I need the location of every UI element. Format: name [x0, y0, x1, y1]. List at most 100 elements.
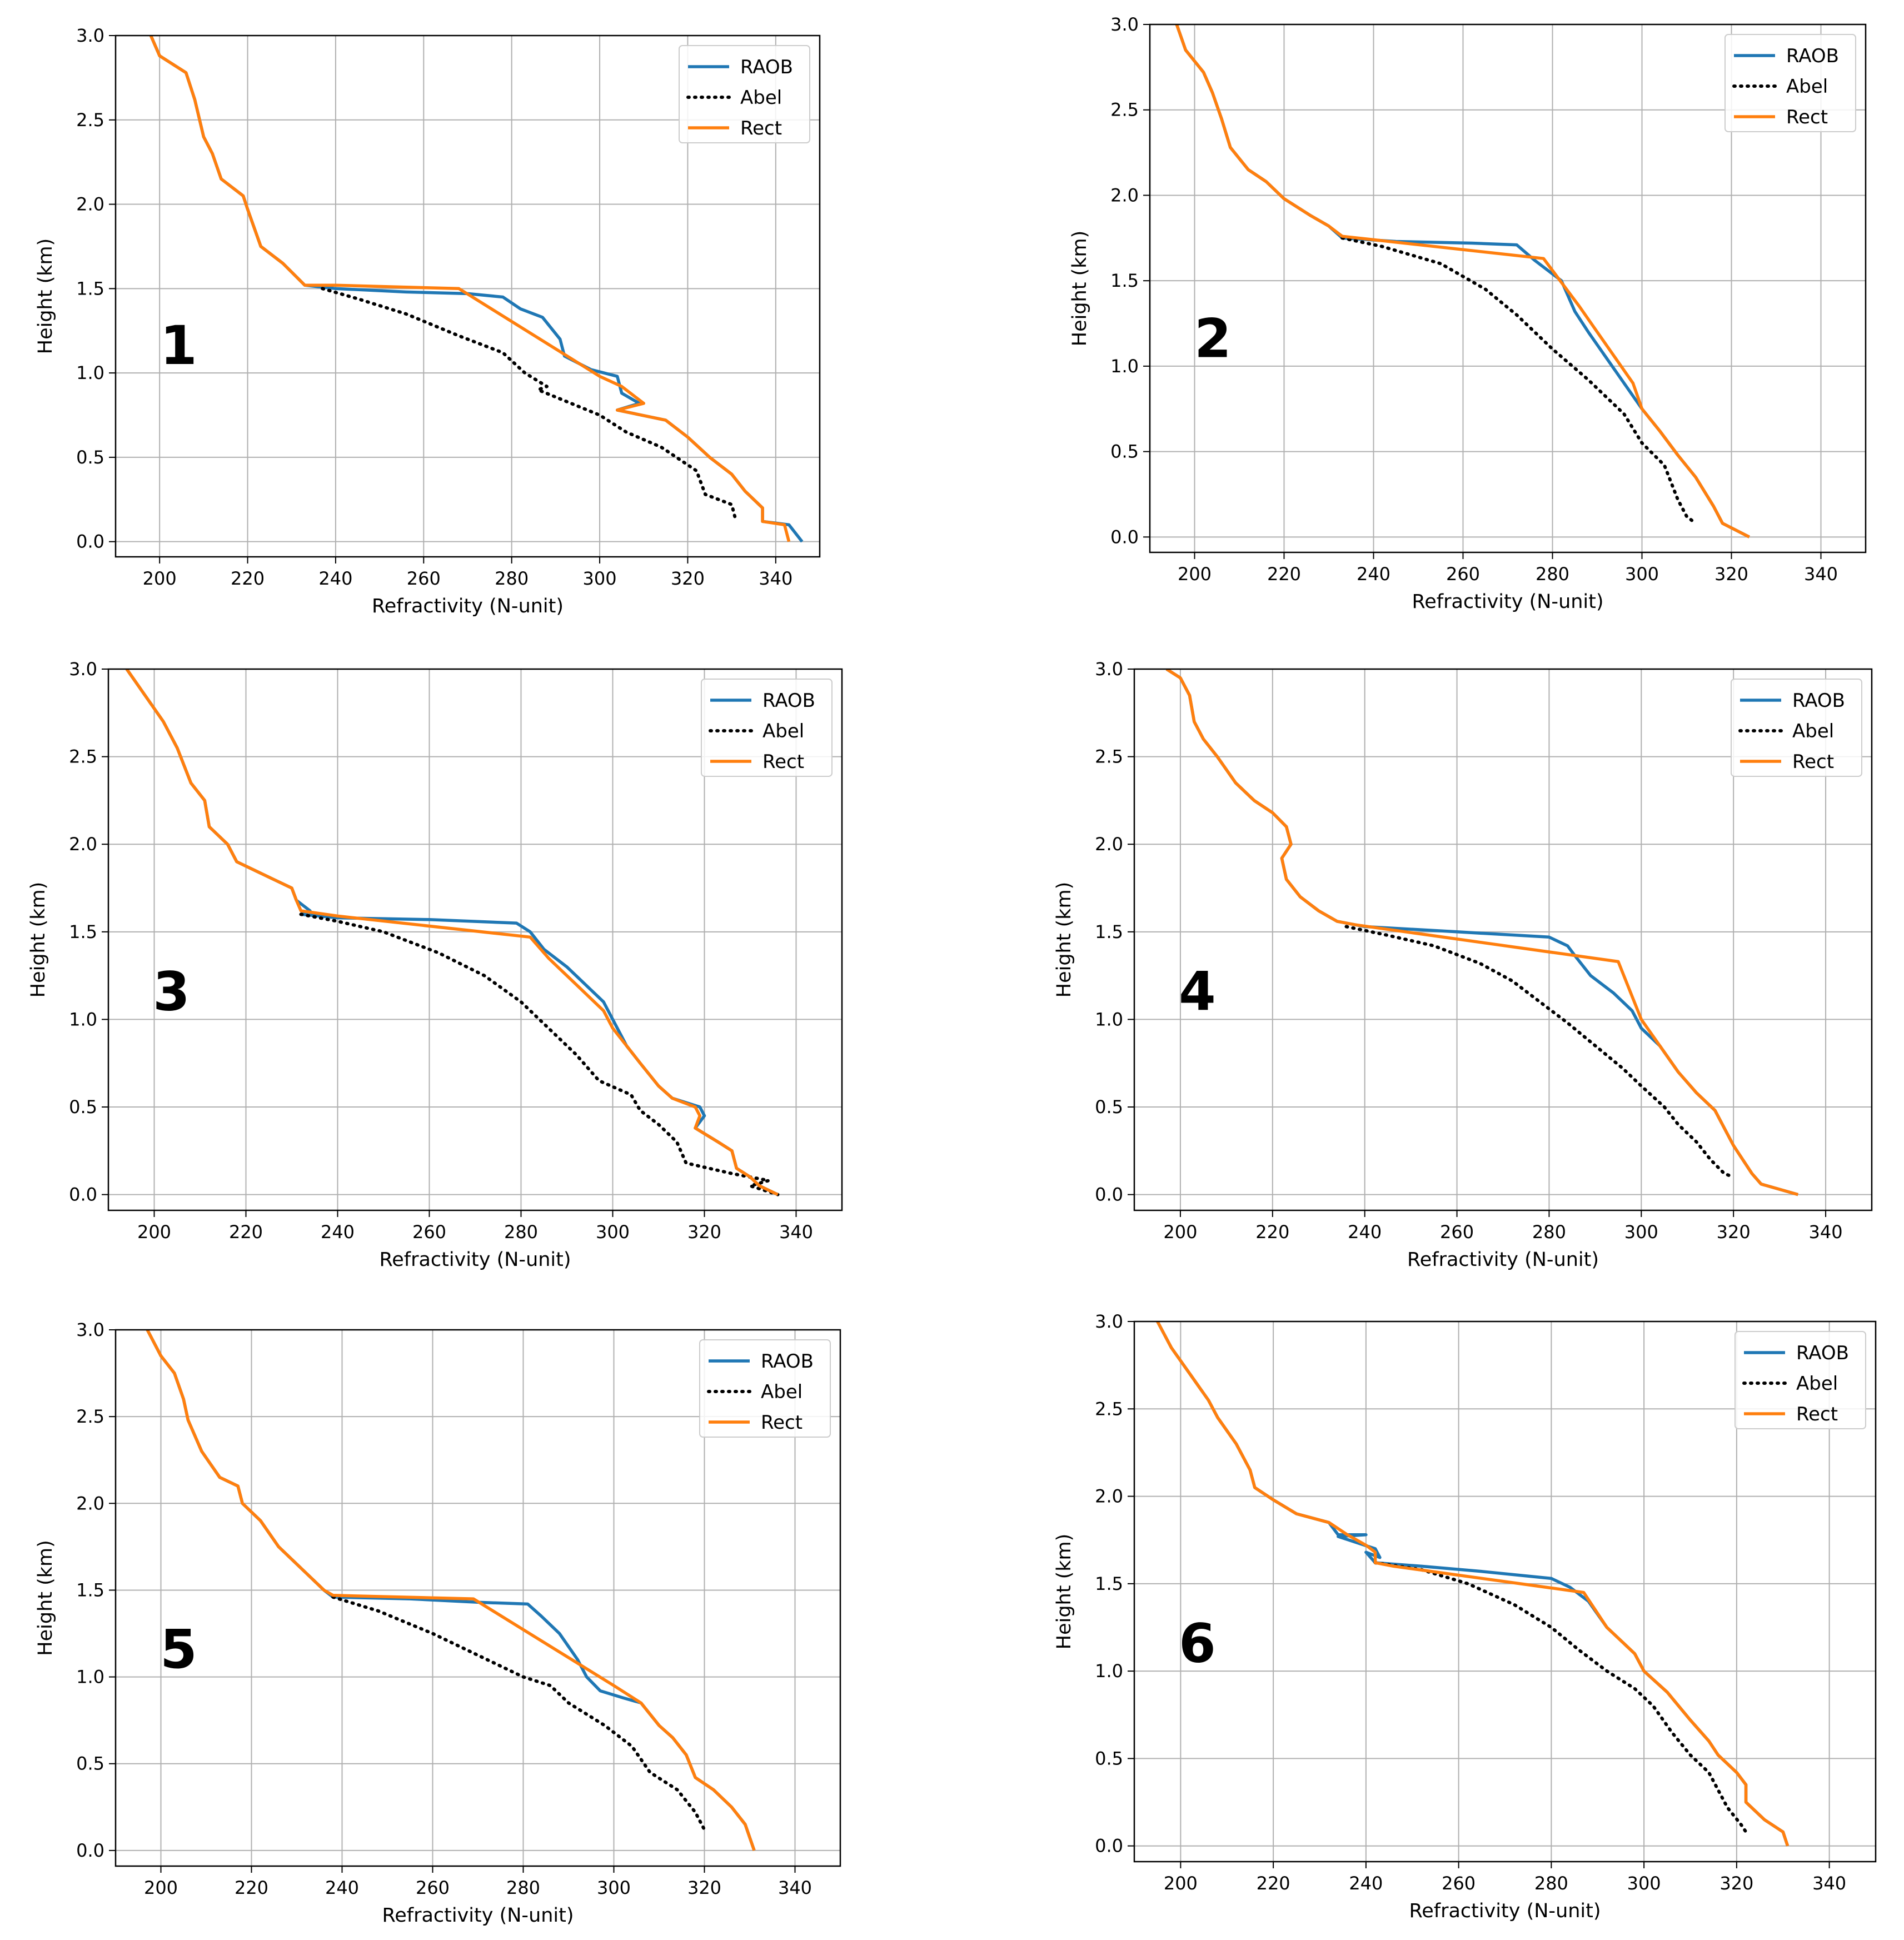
series-line-rect	[1165, 669, 1799, 1196]
y-tick-label: 2.5	[69, 746, 97, 767]
y-tick-label: 1.5	[76, 1579, 104, 1600]
x-tick-label: 320	[687, 1877, 721, 1898]
x-tick-label: 300	[596, 1221, 630, 1243]
legend-box	[1724, 34, 1856, 132]
x-tick-label: 300	[1627, 1873, 1661, 1894]
x-tick-label: 260	[407, 568, 441, 589]
x-tick-label: 240	[1349, 1873, 1383, 1894]
legend-label-rect: Rect	[1786, 106, 1828, 128]
x-tick-label: 240	[1348, 1221, 1382, 1243]
x-tick-label: 220	[229, 1221, 263, 1243]
x-tick-label: 300	[597, 1877, 631, 1898]
legend-label-abel: Abel	[762, 720, 804, 742]
x-axis-label: Refractivity (N-unit)	[379, 1249, 571, 1271]
legend-label-abel: Abel	[761, 1381, 803, 1403]
x-tick-label: 280	[504, 1221, 538, 1243]
y-tick-label: 0.0	[1095, 1836, 1123, 1857]
y-tick-label: 0.0	[69, 1184, 97, 1205]
y-tick-label: 0.5	[1095, 1748, 1123, 1769]
legend-label-raob: RAOB	[1786, 45, 1839, 67]
panel-number: 4	[1179, 961, 1216, 1023]
legend-box	[699, 1339, 831, 1438]
series-line-rect	[149, 36, 791, 542]
legend-label-raob: RAOB	[1792, 690, 1845, 712]
y-tick-label: 3.0	[69, 659, 97, 680]
series-line-abel	[299, 912, 780, 1196]
legend-label-rect: Rect	[740, 117, 782, 139]
x-axis-label: Refractivity (N-unit)	[1409, 1900, 1601, 1922]
x-tick-label: 240	[325, 1877, 359, 1898]
series-line-rect	[146, 1330, 756, 1851]
y-tick-label: 0.5	[69, 1096, 97, 1118]
x-tick-label: 300	[1624, 1221, 1658, 1243]
y-tick-label: 2.0	[1095, 1486, 1123, 1507]
y-tick-label: 2.0	[1110, 184, 1139, 206]
series-line-abel	[1373, 1561, 1748, 1834]
x-tick-label: 220	[235, 1877, 268, 1898]
y-tick-label: 1.0	[69, 1009, 97, 1030]
y-axis-label: Height (km)	[1053, 1534, 1075, 1650]
x-tick-label: 320	[687, 1221, 721, 1243]
axes-frame	[107, 668, 843, 1211]
legend-box	[679, 45, 810, 143]
legend-label-rect: Rect	[761, 1412, 803, 1434]
x-tick-label: 200	[1164, 1873, 1198, 1894]
legend-label-abel: Abel	[1796, 1373, 1838, 1395]
y-tick-label: 1.5	[1095, 1573, 1123, 1594]
y-tick-label: 2.5	[1110, 99, 1139, 121]
x-tick-label: 300	[583, 568, 617, 589]
x-tick-label: 340	[1809, 1221, 1843, 1243]
series-line-abel	[321, 287, 738, 523]
axes-frame	[114, 1329, 841, 1867]
axes-frame	[114, 34, 821, 558]
series-line-abel	[331, 1595, 706, 1832]
legend: RAOB Abel Rect	[1731, 679, 1862, 777]
panel-2: 200 220 240 260 280 300 320 340 0.0 0.5 1.0 1.5 2.0 2…	[1069, 14, 1867, 613]
panel-number: 2	[1194, 308, 1232, 370]
panel-3: 200 220 240 260 280 300 320 340 0.0 0.5 1.0 1.5 2.0 2…	[27, 659, 843, 1271]
y-axis-label: Height (km)	[27, 882, 49, 998]
x-tick-label: 320	[1714, 563, 1748, 585]
axes-frame	[1133, 1320, 1877, 1863]
y-tick-label: 2.5	[76, 1406, 104, 1427]
legend-label-raob: RAOB	[761, 1350, 814, 1373]
y-tick-label: 0.0	[76, 531, 104, 552]
y-tick-label: 3.0	[1110, 14, 1139, 35]
x-tick-label: 340	[778, 1877, 812, 1898]
y-tick-label: 0.5	[1110, 441, 1139, 462]
legend: RAOB Abel Rect	[701, 679, 833, 777]
x-tick-label: 240	[318, 568, 352, 589]
x-tick-label: 340	[1812, 1873, 1846, 1894]
y-tick-label: 0.5	[76, 447, 104, 468]
x-axis-label: Refractivity (N-unit)	[382, 1904, 574, 1927]
y-tick-label: 0.5	[1095, 1096, 1123, 1118]
x-tick-label: 260	[416, 1877, 450, 1898]
x-tick-label: 260	[1440, 1221, 1474, 1243]
series-line-abel	[1340, 236, 1698, 525]
y-tick-label: 3.0	[76, 1319, 104, 1340]
x-tick-label: 200	[1178, 563, 1212, 585]
x-tick-label: 220	[231, 568, 265, 589]
y-tick-label: 2.5	[1095, 746, 1123, 767]
y-tick-label: 1.5	[1095, 921, 1123, 942]
y-tick-label: 1.0	[1095, 1660, 1123, 1682]
series-line-rect	[1175, 24, 1750, 538]
x-axis-label: Refractivity (N-unit)	[372, 595, 564, 617]
x-tick-label: 200	[1163, 1221, 1197, 1243]
x-tick-label: 260	[1442, 1873, 1476, 1894]
legend-label-raob: RAOB	[762, 690, 815, 712]
x-tick-label: 340	[1804, 563, 1838, 585]
legend: RAOB Abel Rect	[1734, 1331, 1866, 1429]
y-tick-label: 0.5	[76, 1753, 104, 1774]
y-tick-label: 2.0	[76, 1493, 104, 1514]
y-axis-label: Height (km)	[34, 1540, 57, 1656]
x-tick-label: 260	[412, 1221, 446, 1243]
y-axis-label: Height (km)	[1053, 882, 1075, 998]
legend-label-raob: RAOB	[740, 56, 793, 78]
y-tick-label: 1.0	[76, 362, 104, 383]
y-tick-label: 3.0	[76, 25, 104, 46]
series-line-abel	[1344, 925, 1736, 1179]
x-tick-label: 280	[1534, 1873, 1568, 1894]
legend-label-abel: Abel	[1792, 720, 1834, 742]
legend-label-rect: Rect	[1796, 1403, 1838, 1425]
